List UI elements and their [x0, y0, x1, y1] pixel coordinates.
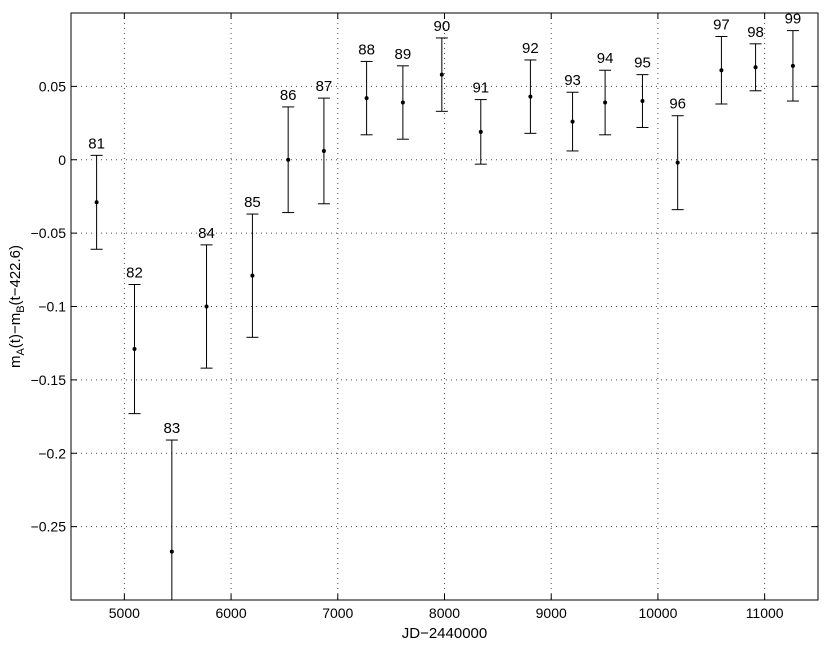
point-label: 96 [669, 96, 686, 113]
data-marker [250, 273, 255, 278]
data-marker [790, 63, 795, 68]
axis-ticks: 5000 6000 7000 8000 9000 10000 11000 0.05 0 −0.05… [31, 13, 818, 621]
data-marker [400, 100, 405, 105]
data-points: 81 82 83 84 85 86 87 88 89 90 91 92 93 94 95 96 97 98 99 [88, 11, 801, 600]
data-marker [439, 72, 444, 77]
point-label: 90 [433, 18, 450, 35]
point-label: 87 [316, 78, 333, 95]
point-label: 84 [198, 225, 215, 242]
data-marker [478, 129, 483, 134]
point-label: 91 [472, 80, 489, 97]
data-point-88: 88 [358, 41, 375, 136]
data-marker [321, 148, 326, 153]
y-tick-label: 0.05 [39, 78, 66, 94]
point-label: 98 [747, 24, 764, 41]
data-point-91: 91 [472, 80, 489, 165]
data-marker [570, 119, 575, 124]
data-point-96: 96 [669, 96, 686, 211]
data-point-97: 97 [713, 16, 730, 105]
x-tick-label: 9000 [536, 605, 567, 621]
data-point-95: 95 [634, 55, 651, 128]
y-axis-title-sub-b: B [15, 305, 27, 312]
y-axis-title-sub-a: A [15, 348, 27, 356]
point-label: 97 [713, 16, 730, 33]
x-tick-label: 11000 [746, 605, 784, 621]
data-marker [132, 347, 137, 352]
data-point-83: 83 [164, 420, 181, 600]
point-label: 82 [126, 264, 143, 281]
point-label: 86 [280, 87, 297, 104]
y-tick-label: −0.15 [31, 372, 67, 388]
data-marker [169, 549, 174, 554]
data-marker [94, 200, 99, 205]
point-label: 85 [244, 194, 261, 211]
x-tick-label: 7000 [322, 605, 353, 621]
data-marker [364, 96, 369, 101]
data-point-94: 94 [597, 50, 614, 136]
y-tick-label: −0.25 [31, 519, 67, 535]
y-axis-title-end: (t−422.6) [7, 245, 24, 305]
point-label: 93 [564, 72, 581, 89]
data-point-93: 93 [564, 72, 581, 152]
y-tick-label: 0 [58, 152, 66, 168]
data-marker [204, 304, 209, 309]
data-marker [528, 94, 533, 99]
data-point-85: 85 [244, 194, 261, 338]
data-point-87: 87 [316, 78, 333, 205]
data-marker [286, 157, 291, 162]
x-tick-label: 8000 [429, 605, 460, 621]
plot-frame [70, 12, 819, 601]
data-point-84: 84 [198, 225, 215, 369]
data-point-99: 99 [785, 11, 802, 102]
grid-lines [71, 13, 818, 600]
data-marker [603, 100, 608, 105]
x-axis-title: JD−2440000 [402, 625, 488, 642]
data-point-89: 89 [395, 46, 412, 140]
point-label: 89 [395, 46, 412, 63]
point-label: 99 [785, 11, 802, 28]
y-tick-label: −0.1 [38, 299, 66, 315]
x-tick-label: 10000 [638, 605, 677, 621]
data-point-98: 98 [747, 24, 764, 92]
y-axis-title-main: m [7, 356, 24, 369]
y-tick-label: −0.2 [38, 445, 66, 461]
y-axis-title: mA(t)−mB(t−422.6) [7, 245, 27, 368]
data-marker [675, 160, 680, 165]
point-label: 92 [522, 40, 539, 57]
point-label: 88 [358, 41, 375, 58]
point-label: 83 [164, 420, 181, 437]
point-label: 81 [88, 135, 105, 152]
data-marker [719, 68, 724, 73]
point-label: 94 [597, 50, 614, 67]
y-tick-label: −0.05 [31, 225, 67, 241]
point-label: 95 [634, 55, 651, 72]
data-point-92: 92 [522, 40, 539, 134]
x-tick-label: 6000 [215, 605, 246, 621]
data-point-81: 81 [88, 135, 105, 250]
y-axis-title-mid: (t)−m [7, 313, 24, 348]
data-point-86: 86 [280, 87, 297, 214]
data-point-90: 90 [433, 18, 450, 112]
data-point-82: 82 [126, 264, 143, 415]
x-tick-label: 5000 [109, 605, 140, 621]
data-marker [640, 99, 645, 104]
data-marker [753, 65, 758, 70]
